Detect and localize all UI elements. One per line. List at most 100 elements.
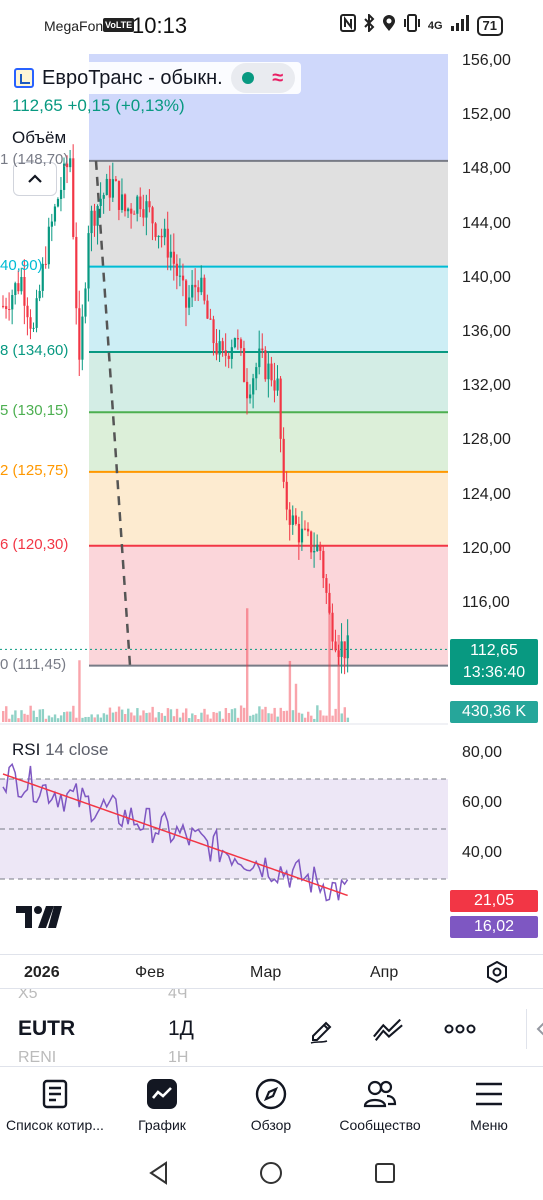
price-axis-label: 120,00 (462, 539, 511, 557)
recents-icon[interactable] (372, 1160, 398, 1186)
nav-label-community: Сообщество (339, 1117, 421, 1133)
candle-body (50, 221, 53, 227)
chevron-left-icon[interactable] (524, 1013, 543, 1045)
candle-body (334, 641, 337, 651)
volume-bar (169, 709, 173, 722)
candle-body (270, 363, 273, 381)
nav-overview[interactable]: Обзор (216, 1073, 326, 1133)
candle-body (181, 275, 185, 281)
candle-body (175, 263, 179, 276)
tradingview-logo-icon[interactable] (16, 904, 62, 935)
status-bar: MegaFon VoLTE 10:13 4G 71 (0, 0, 543, 54)
candle-body (117, 180, 121, 210)
candle-body (14, 283, 17, 296)
volume-bar (258, 706, 261, 722)
price-axis-label: 136,00 (462, 323, 511, 340)
candle-body (236, 338, 240, 340)
back-icon[interactable] (146, 1160, 172, 1186)
chart-canvas[interactable] (0, 54, 543, 954)
candle-body (242, 348, 246, 382)
candle-body (252, 378, 255, 395)
nav-label-chart: График (138, 1117, 186, 1133)
candle-body (172, 251, 175, 264)
volume-bar (337, 634, 340, 722)
volume-bar (139, 715, 142, 722)
volume-bar (111, 712, 115, 722)
fib-level-label: 40,90) (0, 256, 43, 274)
candle-body (255, 367, 258, 379)
volume-indicator-title[interactable]: Объём (12, 128, 67, 147)
network-type: 4G (427, 19, 443, 32)
candle-body (23, 276, 26, 306)
time-axis[interactable]: 2026 Фев Мар Апр (0, 954, 543, 994)
volume-bar (78, 660, 81, 722)
chart-status-pill[interactable]: ≈ (230, 63, 295, 93)
price-axis[interactable] (448, 54, 543, 734)
candle-body (160, 235, 163, 238)
pencil-icon[interactable] (306, 1013, 338, 1045)
rsi-name: RSI (12, 740, 41, 759)
volume-bar (5, 706, 8, 722)
volume-bar (50, 717, 54, 722)
candle-body (142, 209, 145, 218)
candle-body (81, 316, 84, 360)
volume-bar (267, 713, 270, 722)
rsi-params: 14 close (45, 740, 109, 759)
nav-chart[interactable]: График (107, 1073, 217, 1133)
more-icon[interactable] (444, 1013, 476, 1045)
volume-bar (252, 714, 255, 722)
volume-bar (343, 707, 346, 722)
candle-body (154, 223, 157, 238)
nav-label-watchlist: Список котир... (6, 1117, 104, 1133)
candle-body (17, 283, 20, 292)
price-chart[interactable]: ЕвроТранс - обыкн. ≈ 112,65 +0,15 (+0,13… (0, 54, 543, 994)
volume-bar (340, 713, 343, 722)
candle-body (136, 196, 139, 214)
candle-body (29, 317, 32, 329)
candle-body (75, 236, 78, 309)
volume-bar (270, 713, 273, 722)
delayed-data-icon[interactable]: ≈ (272, 66, 284, 89)
volume-bar (239, 705, 243, 722)
fib-level-label: 8 (134,60) (0, 341, 69, 359)
volume-bar (203, 708, 206, 722)
volume-bar (102, 713, 106, 722)
nav-watchlist[interactable]: Список котир... (0, 1073, 110, 1133)
fib-zone (89, 545, 448, 666)
candle-body (38, 290, 41, 299)
symbol-picker[interactable]: EUTR (18, 1017, 76, 1040)
nav-menu[interactable]: Меню (434, 1073, 543, 1133)
candle-body (102, 195, 105, 199)
candle-body (2, 305, 5, 307)
chart-settings-icon[interactable] (486, 961, 508, 983)
candle-body (44, 263, 47, 265)
candle-body (96, 206, 99, 226)
volume-bar (334, 708, 337, 722)
volume-bar (90, 714, 93, 722)
nav-community[interactable]: Сообщество (325, 1073, 435, 1133)
nfc-icon (339, 14, 356, 37)
volume-bar (319, 710, 322, 722)
volume-bar (66, 711, 69, 722)
volume-bar (288, 660, 292, 722)
home-icon[interactable] (258, 1160, 284, 1186)
volume-bar (233, 708, 237, 722)
symbol-title[interactable]: ЕвроТранс - обыкн. (42, 66, 223, 89)
market-open-icon[interactable] (235, 65, 261, 91)
chart-toolbar: X5 4Ч EUTR 1Д RENI 1Н (0, 988, 543, 1066)
volume-bar (316, 705, 319, 722)
volume-bar (17, 718, 20, 722)
chevron-up-icon (28, 174, 42, 183)
volume-bar (145, 712, 148, 722)
volume-bar (206, 714, 209, 722)
volume-bar (294, 683, 298, 722)
volume-bar (2, 711, 5, 722)
price-axis-label: 124,00 (462, 485, 511, 503)
volume-bar (212, 712, 215, 722)
rsi-title[interactable]: RSI 14 close (12, 740, 108, 760)
trend-icon[interactable] (372, 1013, 404, 1045)
candle-body (224, 350, 227, 356)
interval-picker[interactable]: 1Д (168, 1017, 194, 1040)
symbol-header[interactable]: ЕвроТранс - обыкн. ≈ (8, 62, 301, 94)
collapse-indicators-button[interactable] (13, 162, 57, 196)
